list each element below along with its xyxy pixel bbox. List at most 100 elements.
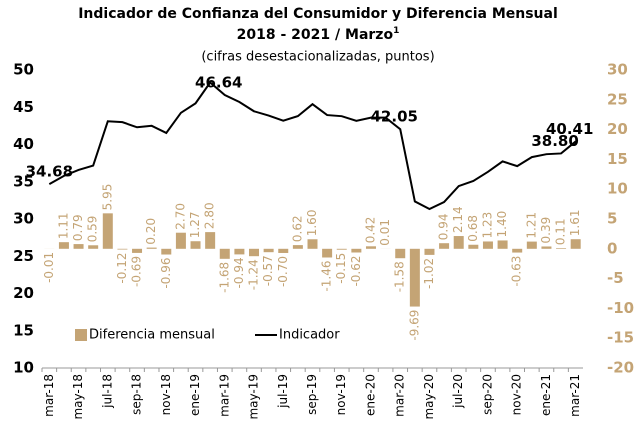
legend-swatch (75, 329, 87, 341)
bar (161, 249, 171, 255)
bar (293, 245, 303, 249)
x-tick-label: ene-19 (188, 374, 202, 416)
bar-label: -1.58 (393, 261, 407, 292)
x-tick-label: may-18 (71, 374, 85, 420)
bar-label: -1.24 (247, 259, 261, 290)
y-tick-label: 15 (13, 321, 34, 339)
bar (351, 249, 361, 253)
bar (234, 249, 244, 255)
bar-label: -0.01 (42, 252, 56, 283)
bar (322, 249, 332, 258)
bar (571, 239, 581, 249)
x-tick-label: mar-21 (568, 374, 582, 417)
x-tick-label: jul-20 (451, 374, 465, 409)
x-tick-label: jul-18 (100, 374, 114, 409)
bar (264, 249, 274, 252)
bar-label: -0.94 (232, 257, 246, 288)
bar (512, 249, 522, 253)
y2-tick-label: 5 (607, 210, 617, 228)
bar-label: 1.61 (568, 209, 582, 236)
y-tick-label: 50 (13, 61, 34, 79)
bar-label: 2.14 (451, 206, 465, 233)
bar-label: -1.02 (422, 258, 436, 289)
y2-tick-label: -5 (607, 269, 624, 287)
bar-label: 0.39 (539, 217, 553, 244)
bar-label: 0.42 (363, 217, 377, 244)
y2-tick-label: 30 (607, 61, 628, 79)
bar-label: 0.62 (290, 215, 304, 242)
bar-label: -9.69 (407, 310, 421, 341)
bar-label: 0.79 (71, 214, 85, 241)
x-tick-label: mar-20 (393, 374, 407, 417)
y-tick-label: 45 (13, 98, 34, 116)
y2-tick-label: 20 (607, 120, 628, 138)
bar-label: 1.27 (188, 212, 202, 239)
bar (249, 249, 259, 256)
subtitle-text: 2018 - 2021 / Marzo (237, 27, 394, 43)
x-tick-label: nov-20 (510, 374, 524, 415)
bar-label: 0.01 (378, 219, 392, 246)
y-tick-label: 40 (13, 135, 34, 153)
y2-tick-label: -15 (607, 329, 634, 347)
bar (527, 242, 537, 249)
bar (337, 249, 347, 250)
bar-label: 1.60 (305, 210, 319, 237)
y-tick-label: 30 (13, 210, 34, 228)
bar (366, 246, 376, 249)
chart-title: Indicador de Confianza del Consumidor y … (78, 6, 558, 22)
y-tick-label: 20 (13, 284, 34, 302)
y-tick-label: 25 (13, 247, 34, 265)
bar-label: 0.59 (86, 216, 100, 243)
bar (468, 245, 478, 249)
bar (74, 244, 84, 249)
bar (117, 249, 127, 250)
bar-label: 0.68 (466, 215, 480, 242)
x-tick-label: may-19 (247, 374, 261, 420)
line-label: 34.68 (26, 163, 73, 181)
y2-tick-label: 15 (607, 150, 628, 168)
bar (483, 241, 493, 248)
y2-tick-label: 25 (607, 90, 628, 108)
bar (439, 243, 449, 249)
x-tick-label: nov-19 (334, 374, 348, 415)
bar-label: -0.69 (130, 256, 144, 287)
bar-label: -0.12 (115, 253, 129, 284)
x-tick-label: mar-18 (42, 374, 56, 417)
bar-label: 2.80 (203, 202, 217, 229)
x-tick-label: jul-19 (276, 374, 290, 409)
chart-note: (cifras desestacionalizadas, puntos) (201, 50, 434, 65)
bar (88, 245, 98, 249)
bar (220, 249, 230, 259)
bar (556, 248, 566, 249)
bar-label: 1.40 (495, 211, 509, 238)
bar (132, 249, 142, 253)
line-label: 40.41 (546, 120, 593, 138)
bar (176, 233, 186, 249)
y2-tick-label: 10 (607, 180, 628, 198)
bar (147, 248, 157, 249)
x-tick-label: nov-18 (159, 374, 173, 415)
y2-tick-label: -10 (607, 299, 634, 317)
bar-label: 0.11 (554, 218, 568, 245)
x-tick-label: may-20 (422, 374, 436, 420)
bar-label: -0.15 (334, 253, 348, 284)
x-tick-label: ene-20 (363, 374, 377, 416)
bar-label: -1.46 (320, 261, 334, 292)
bar-label: -0.70 (276, 256, 290, 287)
y-tick-label: 10 (13, 359, 34, 377)
legend-label: Indicador (279, 328, 340, 343)
bar (498, 240, 508, 248)
bar-label: 0.94 (437, 213, 451, 240)
legend-label: Diferencia mensual (89, 328, 215, 343)
bar-label: -0.96 (159, 258, 173, 289)
subtitle-sup: 1 (393, 26, 399, 36)
bar (103, 213, 113, 248)
bar (308, 239, 318, 249)
x-tick-label: sep-18 (130, 374, 144, 415)
bar-label: 5.95 (100, 184, 114, 211)
bar (205, 232, 215, 249)
bar-label: -1.68 (217, 262, 231, 293)
y2-tick-label: 0 (607, 239, 617, 257)
y2-tick-label: -20 (607, 359, 634, 377)
